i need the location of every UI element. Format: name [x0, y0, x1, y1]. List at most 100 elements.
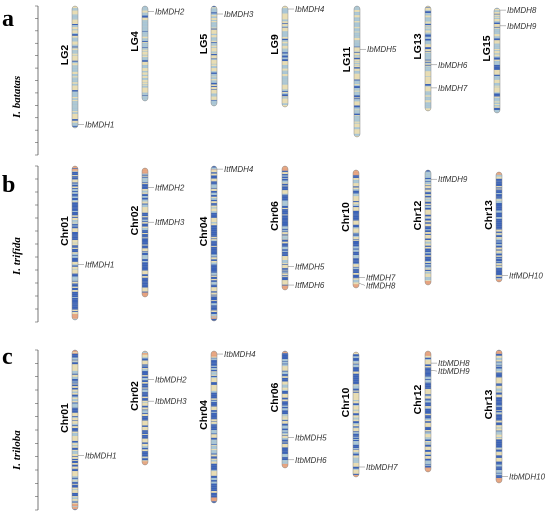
gene-label: ItfMDH1: [85, 261, 114, 270]
chromosome-outline: [424, 169, 432, 286]
gene-label: ItfMDH3: [155, 218, 185, 227]
chromosome-label: Chr02: [129, 205, 141, 235]
chromosome-outline: [141, 350, 149, 466]
chromosome-chr13: Chr13 ItfMDH10: [483, 171, 543, 283]
gene-label: ItfMDH10: [509, 271, 543, 280]
gene-label: ItfMDH8: [366, 281, 396, 290]
chromosome-outline: [141, 5, 149, 102]
chromosome-bands: [211, 6, 217, 106]
chromosome-outline: [495, 171, 503, 283]
chromosome-label: Chr10: [340, 202, 352, 232]
gene-label: ItbMDH10: [509, 472, 546, 481]
chromosome-outline: [141, 167, 149, 298]
species-label-i-trifida: I. trifida: [11, 237, 23, 276]
chromosome-outline: [353, 5, 361, 138]
chromosome-outline: [281, 350, 289, 469]
gene-label: IbMDH5: [367, 45, 397, 54]
gene-label: IbMDH2: [155, 8, 185, 17]
gene-label: ItfMDH4: [224, 165, 254, 174]
species-label-i-batatas: I. batatas: [11, 76, 23, 119]
chromosome-outline: [281, 5, 289, 108]
chromosome-lg2: LG2 IbMDH1: [59, 5, 114, 129]
chromosome-outline: [493, 7, 501, 114]
chromosome-outline: [210, 165, 218, 322]
panel-i-trifida: b I. trifida: [2, 172, 23, 276]
gene-label: IbMDH7: [438, 84, 468, 93]
chromosome-layer: LG2 IbMDH1 LG4 IbMDH2 LG5 IbMDH3 LG9 IbMDH4 LG11…: [35, 5, 546, 511]
chromosome-bands: [72, 6, 78, 128]
chromosome-outline: [424, 350, 432, 473]
chromosome-lg4: LG4 IbMDH2: [129, 5, 185, 102]
panel-i-batatas: a I. batatas: [2, 6, 23, 119]
gene-label: ItfMDH6: [295, 281, 325, 290]
chromosome-bands: [282, 6, 288, 107]
gene-label: ItfMDH7: [366, 273, 396, 282]
chromosome-label: Chr12: [412, 200, 424, 230]
gene-label: IbMDH1: [85, 120, 114, 129]
chromosome-outline: [71, 165, 79, 321]
chromosome-bands: [142, 6, 148, 101]
gene-leader-line: [358, 283, 366, 286]
chromosome-chr01: Chr01 ItfMDH1: [59, 165, 114, 321]
chromosome-lg13: LG13 IbMDH6 IbMDH7: [412, 5, 468, 112]
chromosome-bands: [494, 8, 500, 113]
gene-label: ItfMDH2: [155, 183, 185, 192]
chromosome-bands: [142, 351, 148, 465]
chromosome-chr01: Chr01 ItbMDH1: [59, 349, 117, 511]
chromosome-chr04: Chr04 ItfMDH4: [198, 165, 254, 322]
chromosome-label: Chr06: [269, 201, 281, 231]
chromosome-chr06: Chr06 ItfMDH5 ItfMDH6: [269, 165, 325, 291]
chromosome-label: Chr13: [483, 389, 495, 419]
gene-label: ItbMDH9: [438, 367, 470, 376]
chromosome-outline: [71, 5, 79, 129]
chromosome-label: Chr06: [269, 382, 281, 412]
chromosome-bands: [354, 6, 360, 137]
chromosome-label: LG13: [412, 33, 424, 59]
chromosome-outline: [495, 349, 503, 484]
scale-ruler: [35, 165, 39, 323]
chromosome-chr06: Chr06 ItbMDH5 ItbMDH6: [269, 350, 327, 469]
chromosome-lg9: LG9 IbMDH4: [269, 5, 325, 108]
chromosome-chr02: Chr02 ItbMDH2 ItbMDH3: [129, 350, 187, 466]
chromosome-label: LG5: [198, 34, 210, 55]
chromosome-bands: [353, 352, 359, 477]
chromosome-bands: [496, 172, 502, 282]
gene-label: IbMDH3: [224, 10, 254, 19]
chromosome-outline: [210, 5, 218, 107]
gene-label: IbMDH8: [507, 6, 537, 15]
gene-label: ItbMDH4: [224, 350, 256, 359]
panel-i-triloba: c I. triloba: [2, 344, 23, 471]
gene-label: ItbMDH7: [366, 463, 398, 472]
chromosome-label: LG4: [129, 31, 141, 52]
gene-label: ItbMDH2: [155, 376, 187, 385]
chromosome-label: Chr13: [483, 200, 495, 230]
chromosome-label: Chr04: [198, 400, 210, 430]
chromosome-bands: [282, 351, 288, 468]
chromosome-label: Chr01: [59, 403, 71, 433]
chromosome-label: Chr10: [340, 387, 352, 417]
gene-label: IbMDH4: [295, 5, 325, 14]
chromosome-bands: [72, 350, 78, 510]
chromosome-outline: [424, 5, 432, 112]
chromosome-label: LG15: [481, 35, 493, 61]
chromosome-lg11: LG11 IbMDH5: [341, 5, 397, 138]
chromosome-outline: [352, 351, 360, 478]
chromosome-chr04: Chr04 ItbMDH4: [198, 350, 256, 504]
chromosome-label: Chr12: [412, 384, 424, 414]
panel-letter-c: c: [2, 344, 13, 370]
gene-label: ItbMDH3: [155, 397, 187, 406]
chromosome-outline: [210, 350, 218, 504]
gene-label: ItbMDH6: [295, 456, 327, 465]
chromosome-bands: [496, 350, 502, 483]
panel-letter-a: a: [2, 6, 14, 32]
scale-ruler: [35, 349, 39, 511]
chromosome-label: LG2: [59, 45, 71, 66]
species-label-i-triloba: I. triloba: [11, 430, 23, 471]
chromosome-label: LG11: [341, 47, 353, 73]
chromosome-bands: [211, 351, 217, 503]
chromosome-bands: [211, 166, 217, 321]
gene-label: ItbMDH5: [295, 434, 327, 443]
scale-ruler: [35, 5, 39, 156]
chromosome-chr12: Chr12 ItfMDH9: [412, 169, 468, 286]
